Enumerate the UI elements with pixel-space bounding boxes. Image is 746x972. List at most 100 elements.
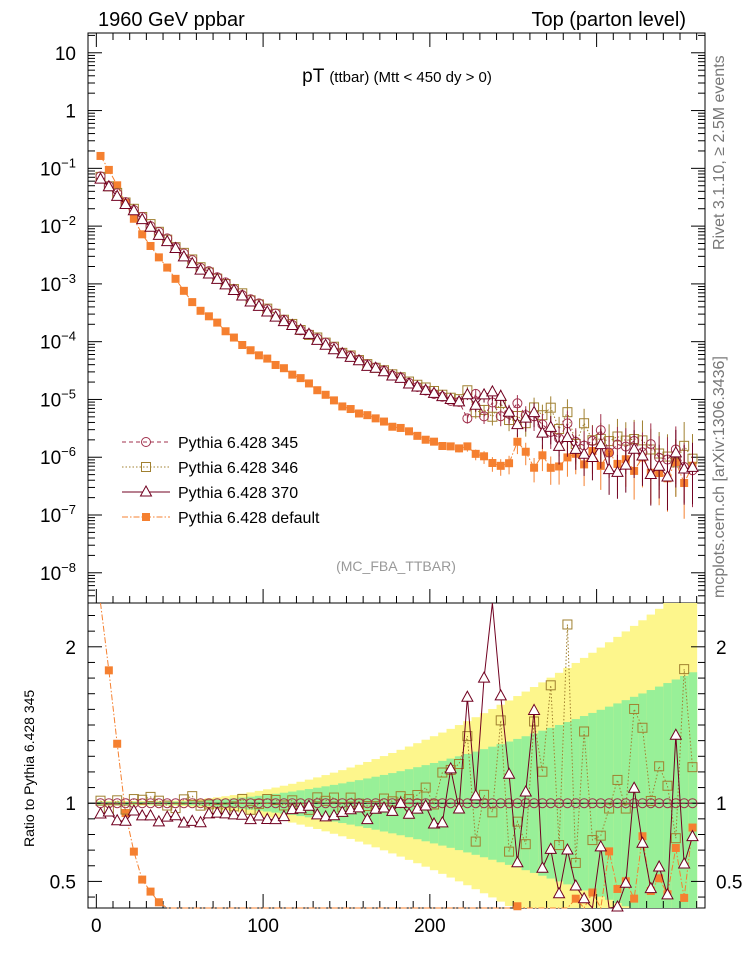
ratio-tick-label-right: 1 [716,794,727,815]
data-point-p370 [310,333,324,345]
data-point-p370 [511,417,524,430]
ratio-point-p345 [237,798,248,809]
data-point-default [154,253,163,262]
ratio-point-p345 [620,798,631,809]
data-point-p370 [552,439,566,451]
data-point-default [480,452,489,461]
ratio-point-p370 [202,806,216,819]
ratio-point-p346 [570,857,581,868]
data-point-p370 [611,465,624,477]
y-tick-label: 10−4 [40,329,76,354]
data-point-default [363,411,372,420]
ratio-point-p370 [477,671,491,683]
ratio-point-p345 [520,798,531,809]
y-tick-label: 10−3 [40,271,76,296]
ratio-point-p345 [579,798,590,809]
header-left: 1960 GeV ppbar [98,9,245,31]
data-point-default [346,405,355,414]
data-point-default [455,444,464,453]
data-point-p370 [202,266,216,279]
ratio-point-p345 [462,798,473,809]
data-point-p370 [594,437,608,450]
data-point-p370 [102,179,116,192]
ratio-point-p370 [469,788,483,801]
ratio-point-p345 [637,798,648,809]
data-point-p370 [169,241,182,253]
band-green-bin [663,683,673,908]
data-point-default [496,461,505,470]
ratio-point-p370 [652,859,666,872]
data-point-default [379,417,388,426]
ratio-point-p346 [312,792,323,803]
ratio-point-p346 [345,792,356,803]
mcplots-label: mcplots.cern.ch [arXiv:1306.3436] [711,356,728,598]
data-point-p370 [302,327,316,339]
band-green-bin [688,672,698,908]
header-right: Top (parton level) [531,9,686,31]
x-tick-label: 100 [247,916,279,937]
band-green-bin [671,679,681,908]
ratio-line-p346 [100,624,693,863]
ratio-point-p346 [137,794,148,805]
ratio-tick-label-left: 1 [65,794,76,815]
ratio-point-p370 [569,878,583,891]
ratio-point-p370 [561,842,574,855]
y-tick-label: 10−1 [40,155,76,180]
y-tick-label: 10−8 [40,560,76,585]
data-point-p370 [536,426,549,438]
data-point-p370 [127,203,141,216]
ratio-point-p345 [562,798,573,809]
ratio-point-p370 [511,855,524,868]
y-tick-label: 10−2 [40,213,76,238]
ratio-point-p370 [519,784,533,797]
ratio-point-default [630,894,639,903]
ratio-point-p370 [369,802,383,814]
legend-marker-p345 [141,437,151,447]
ratio-point-p370 [636,836,649,848]
ratio-point-p370 [669,728,683,740]
ratio-point-p345 [487,798,498,809]
ratio-point-p345 [170,798,181,809]
data-point-p370 [194,263,207,275]
ratio-point-p345 [312,798,323,809]
data-point-p370 [661,469,674,482]
data-point-default [188,298,197,307]
legend-entry-p370: Pythia 6.428 370 [122,484,298,502]
data-point-p370 [260,305,274,317]
data-point-p346 [579,418,590,429]
ratio-point-p370 [194,815,207,828]
ratio-point-p345 [262,798,273,809]
ratio-point-p345 [604,798,615,809]
data-point-p345 [645,439,656,450]
title-main: pT [302,66,325,87]
data-point-p370 [385,368,399,381]
ratio-point-p345 [112,798,123,809]
legend-label-default: Pythia 6.428 default [178,510,320,527]
ratio-point-p346 [262,794,273,805]
data-point-default [171,274,180,283]
data-point-p370 [586,450,599,462]
data-point-default [329,396,338,405]
data-point-p370 [627,442,641,454]
data-point-default [488,458,497,467]
data-point-p370 [294,323,307,335]
ratio-point-default [121,809,130,818]
ratio-point-p370 [394,796,408,808]
ratio-point-p370 [452,801,466,814]
data-point-p370 [227,283,241,296]
data-point-p370 [419,383,433,395]
title-sub: (ttbar) (Mtt < 450 dy > 0) [329,69,492,86]
data-point-p370 [344,350,357,362]
data-point-p370 [644,467,658,480]
ratio-point-default [588,888,597,897]
data-point-default [229,333,238,342]
data-point-default [438,442,447,451]
y-tick-label: 10−5 [40,386,76,411]
ratio-point-p370 [310,807,324,820]
ratio-point-default [146,887,155,896]
ratio-point-p345 [178,798,189,809]
ratio-point-p346 [420,782,431,793]
data-point-p370 [219,277,232,290]
data-point-p370 [686,460,699,472]
